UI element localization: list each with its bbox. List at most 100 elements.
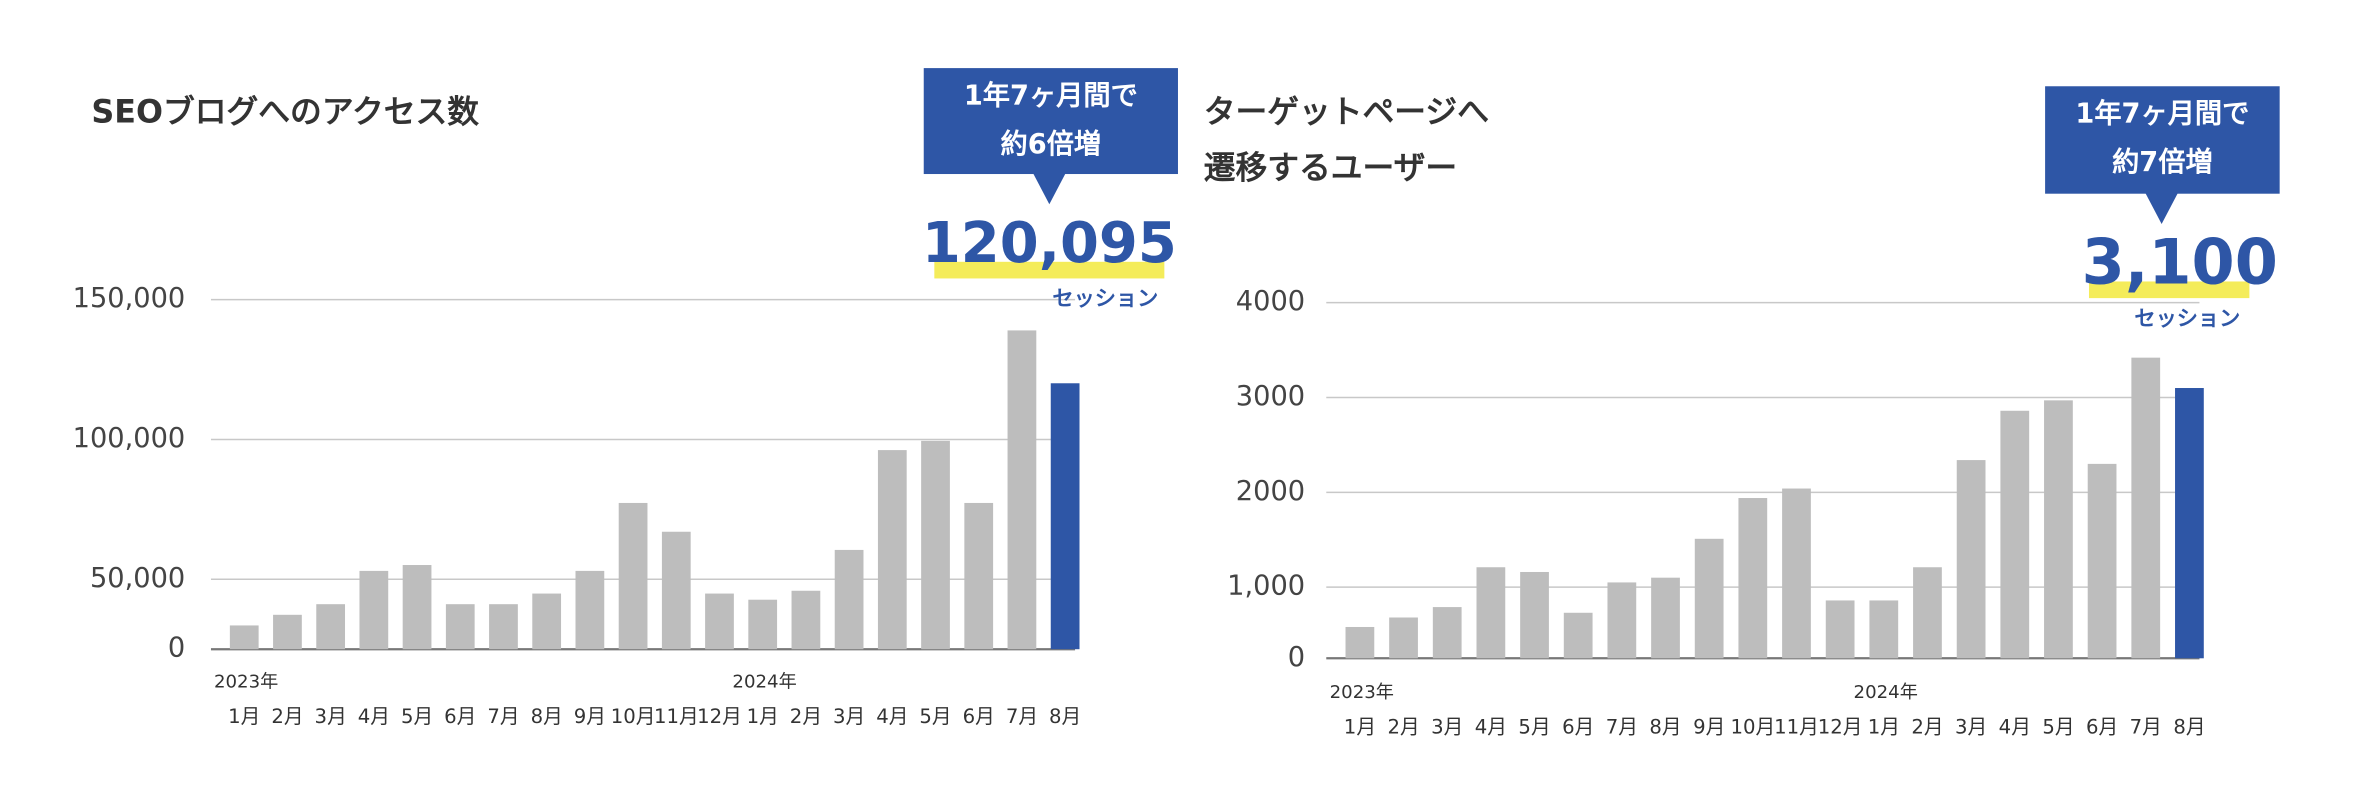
bar — [1007, 330, 1037, 650]
bar — [1389, 617, 1418, 659]
bar — [489, 604, 518, 650]
x-tick-label: 1月 — [1344, 715, 1376, 738]
x-tick-label: 7月 — [487, 705, 519, 728]
x-tick-label: 4月 — [1999, 715, 2031, 738]
bar — [1782, 488, 1811, 659]
value-label: 3,100 — [2082, 225, 2278, 298]
bar — [1345, 626, 1375, 659]
bar — [748, 599, 778, 650]
x-tick-label: 10月 — [1730, 715, 1775, 738]
bar — [1563, 612, 1593, 659]
bar — [402, 565, 432, 650]
x-tick-label: 9月 — [1693, 715, 1725, 738]
x-tick-label: 6月 — [2086, 715, 2118, 738]
bar — [2087, 463, 2117, 659]
chart-title: ターゲットページへ — [1204, 94, 1489, 130]
bar — [921, 440, 950, 650]
year-label: 2024年 — [1854, 682, 1918, 703]
x-tick-label: 8月 — [1049, 705, 1081, 728]
bar — [1825, 600, 1855, 659]
x-tick-label: 11月 — [1774, 715, 1819, 738]
x-tick-label: 4月 — [876, 705, 908, 728]
x-tick-label: 10月 — [611, 705, 656, 728]
bar — [1476, 567, 1506, 659]
y-tick-label: 0 — [1288, 642, 1305, 673]
x-tick-label: 3月 — [833, 705, 865, 728]
bar — [445, 604, 475, 650]
bar — [618, 502, 648, 650]
x-tick-label: 1月 — [228, 705, 260, 728]
value-unit: セッション — [1052, 286, 1158, 311]
bar — [316, 604, 346, 650]
x-tick-label: 5月 — [919, 705, 951, 728]
x-tick-label: 1月 — [1868, 715, 1900, 738]
y-tick-label: 0 — [168, 633, 185, 664]
chart-title: 遷移するユーザー — [1204, 150, 1458, 186]
bar — [2131, 357, 2161, 659]
x-tick-label: 8月 — [2173, 715, 2205, 738]
bar — [834, 549, 864, 650]
callout-pointer — [2144, 192, 2179, 224]
chart-title: SEOブログへのアクセス数 — [91, 93, 479, 130]
year-label: 2023年 — [214, 672, 278, 693]
x-tick-label: 4月 — [358, 705, 390, 728]
bar — [661, 531, 691, 650]
value-label: 120,095 — [922, 211, 1177, 276]
bar — [1869, 600, 1899, 659]
x-tick-label: 9月 — [574, 705, 606, 728]
bar — [1913, 567, 1942, 659]
bar — [1050, 383, 1080, 650]
bar — [2000, 410, 2030, 659]
bar — [877, 450, 907, 650]
callout-text: 約7倍増 — [2112, 146, 2213, 178]
highlight-marker — [2088, 281, 2250, 299]
bar — [575, 570, 605, 650]
bar — [1956, 460, 1986, 659]
callout-box — [2045, 86, 2280, 194]
callout-box — [923, 68, 1178, 175]
bar — [1607, 582, 1637, 659]
value-unit: セッション — [2134, 305, 2240, 330]
x-tick-label: 8月 — [1649, 715, 1681, 738]
y-tick-label: 100,000 — [73, 423, 186, 454]
callout-pointer — [1032, 172, 1066, 205]
callout-text: 約6倍増 — [1001, 128, 1102, 160]
x-tick-label: 2月 — [790, 705, 822, 728]
year-label: 2023年 — [1330, 682, 1394, 703]
x-tick-label: 2月 — [1911, 715, 1943, 738]
bar — [1432, 607, 1462, 659]
bar — [532, 593, 562, 650]
x-tick-label: 3月 — [1955, 715, 1987, 738]
x-tick-label: 7月 — [1006, 705, 1038, 728]
x-tick-label: 6月 — [963, 705, 995, 728]
callout-text: 1年7ヶ月間で — [964, 79, 1138, 111]
bar — [2044, 400, 2073, 659]
x-tick-label: 7月 — [1606, 715, 1638, 738]
bar — [705, 593, 734, 650]
y-tick-label: 3000 — [1236, 381, 1305, 412]
bar — [229, 625, 259, 650]
y-tick-label: 4000 — [1236, 286, 1305, 317]
x-tick-label: 3月 — [315, 705, 347, 728]
x-tick-label: 8月 — [531, 705, 563, 728]
bar — [1738, 498, 1768, 659]
bar — [273, 614, 302, 650]
x-tick-label: 5月 — [2042, 715, 2074, 738]
x-tick-label: 7月 — [2130, 715, 2162, 738]
x-tick-label: 5月 — [1518, 715, 1550, 738]
bar — [359, 570, 389, 650]
bar — [2175, 388, 2204, 659]
highlight-marker — [934, 261, 1165, 279]
bar — [791, 590, 821, 650]
x-tick-label: 3月 — [1431, 715, 1463, 738]
y-tick-label: 2000 — [1236, 476, 1305, 507]
x-tick-label: 6月 — [444, 705, 476, 728]
year-label: 2024年 — [732, 672, 796, 693]
x-tick-label: 12月 — [697, 705, 742, 728]
x-tick-label: 2月 — [271, 705, 303, 728]
y-tick-label: 1,000 — [1227, 571, 1305, 602]
y-tick-label: 50,000 — [90, 563, 185, 594]
callout-text: 1年7ヶ月間で — [2075, 98, 2249, 130]
y-tick-label: 150,000 — [73, 283, 186, 314]
x-tick-label: 6月 — [1562, 715, 1594, 738]
